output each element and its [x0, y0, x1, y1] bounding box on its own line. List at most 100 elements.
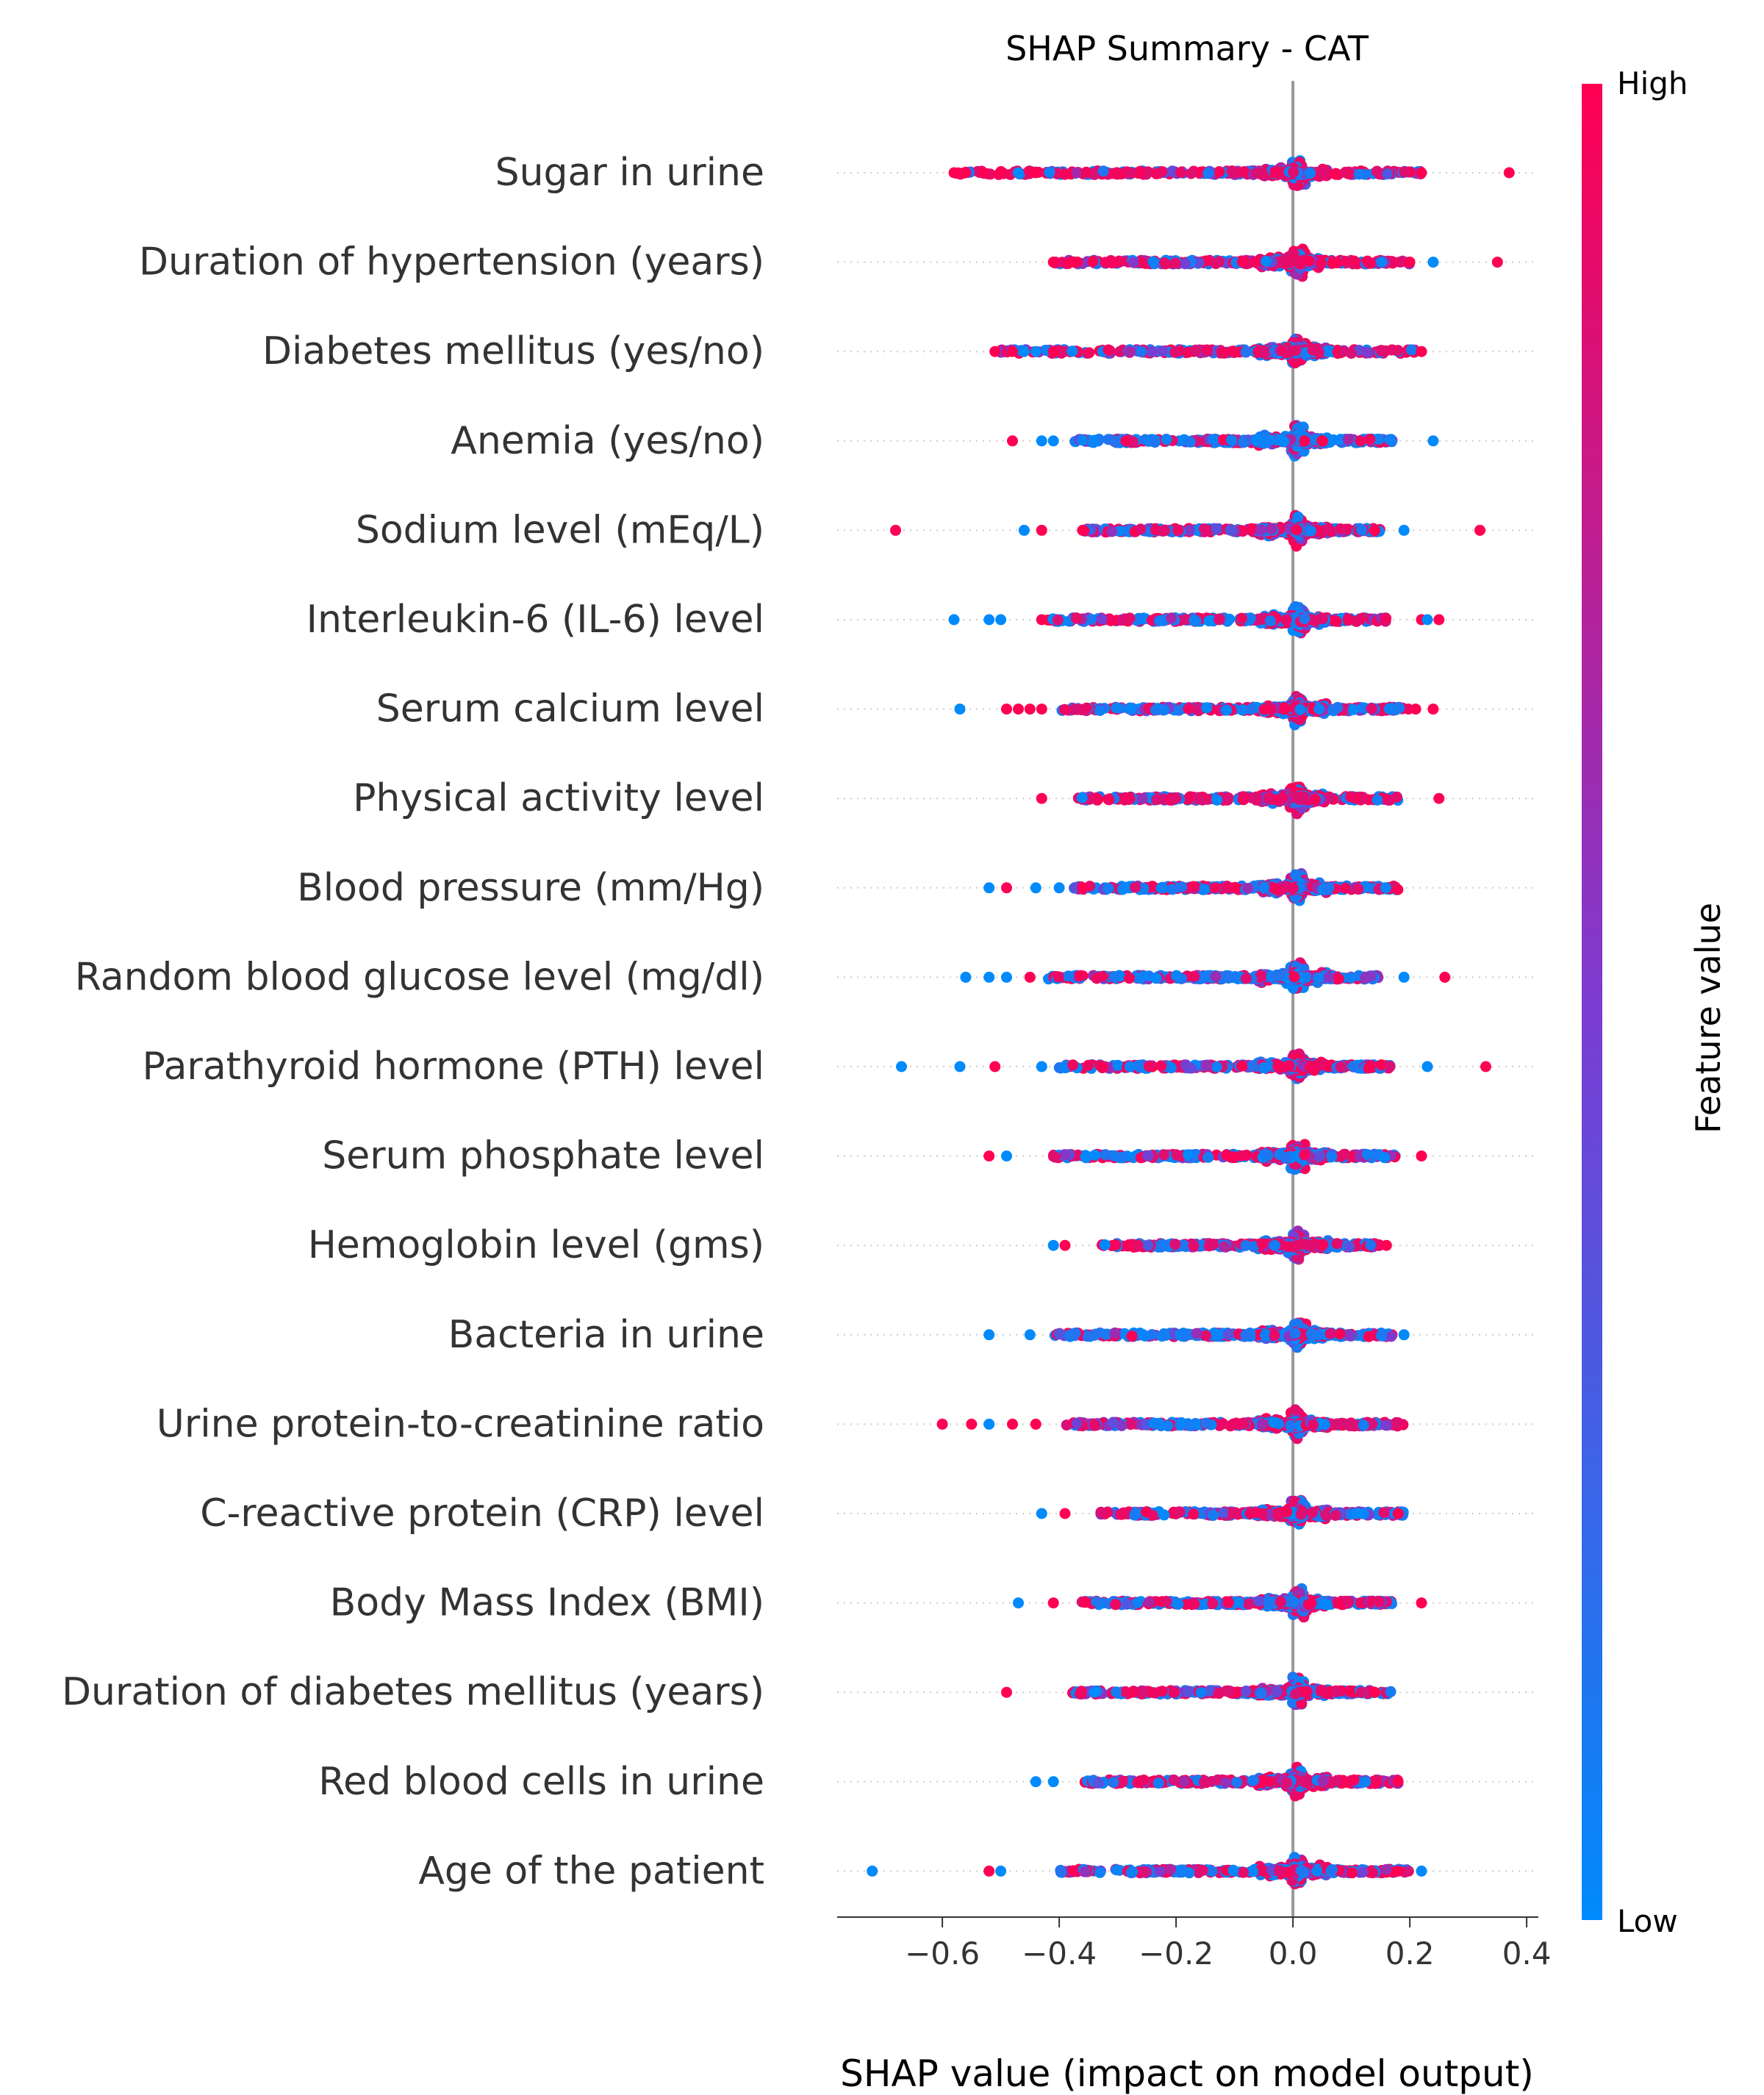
shap-point: [1150, 704, 1161, 716]
shap-point: [960, 167, 972, 179]
shap-point: [1345, 791, 1356, 803]
shap-point: [1416, 345, 1427, 357]
shap-point: [1030, 167, 1041, 179]
shap-point: [1213, 613, 1225, 625]
shap-point: [1013, 167, 1024, 179]
shap-point: [1264, 615, 1276, 627]
shap-point: [1230, 881, 1241, 893]
shap-point: [1096, 613, 1108, 625]
shap-point: [1172, 525, 1184, 537]
shap-point: [1238, 437, 1250, 448]
shap-point: [1147, 256, 1159, 268]
shap-point: [1201, 344, 1213, 356]
shap-point: [1213, 166, 1225, 177]
shap-point: [1258, 346, 1269, 358]
shap-point: [1111, 702, 1122, 714]
shap-point: [1406, 344, 1417, 356]
shap-point: [1077, 882, 1089, 894]
shap-point: [1304, 168, 1316, 179]
shap-point: [1285, 256, 1297, 268]
shap-point: [1246, 523, 1258, 534]
shap-point: [1391, 791, 1402, 803]
shap-point: [1156, 881, 1168, 893]
shap-point: [1211, 794, 1223, 806]
shap-point: [1287, 883, 1299, 895]
shap-point: [948, 167, 960, 179]
shap-point: [1276, 792, 1288, 803]
shap-point: [1161, 434, 1172, 445]
shap-point: [1123, 792, 1135, 803]
shap-points: [867, 155, 1515, 1890]
shap-point: [1221, 704, 1233, 716]
shap-point: [1353, 168, 1365, 180]
shap-point: [1250, 434, 1262, 445]
shap-point: [1399, 166, 1410, 178]
shap-point: [989, 345, 1001, 357]
shap-point: [1392, 345, 1404, 357]
shap-point: [1059, 703, 1070, 715]
shap-point: [1097, 165, 1109, 177]
shap-point: [1348, 255, 1360, 267]
shap-point: [1166, 884, 1178, 895]
shap-point: [1250, 168, 1262, 179]
shap-point: [1082, 348, 1094, 359]
shap-point: [1136, 793, 1148, 805]
shap-point: [1266, 523, 1277, 534]
shap-point: [1327, 257, 1338, 269]
feature-guide-lines: [837, 172, 1538, 1872]
shap-point: [1380, 612, 1392, 624]
shap-point: [1288, 166, 1299, 178]
shap-point: [890, 524, 901, 536]
shap-point: [1258, 703, 1270, 715]
shap-point: [1007, 435, 1018, 447]
shap-point: [983, 882, 995, 894]
shap-point: [1410, 703, 1421, 715]
shap-point: [1120, 435, 1132, 447]
shap-point: [1290, 345, 1302, 357]
shap-point: [1127, 257, 1139, 268]
shap-point: [1364, 257, 1376, 269]
shap-point: [1194, 793, 1205, 805]
shap-point: [1382, 168, 1394, 179]
shap-point: [1299, 613, 1311, 625]
shap-point: [1380, 882, 1391, 894]
shap-point: [1362, 347, 1374, 359]
shap-point: [1059, 168, 1071, 180]
shap-point: [1305, 525, 1316, 537]
shap-point: [1355, 435, 1366, 447]
shap-point: [1080, 166, 1092, 178]
shap-point: [1416, 167, 1427, 179]
shap-point: [978, 167, 989, 179]
shap-point: [1427, 703, 1439, 715]
shap-point: [1176, 881, 1188, 893]
shap-point: [1317, 613, 1329, 625]
shap-point: [1404, 257, 1416, 268]
shap-point: [1222, 794, 1234, 806]
shap-point: [1376, 257, 1388, 268]
shap-point: [1030, 345, 1041, 357]
shap-point: [1175, 167, 1186, 179]
shap-point: [1169, 346, 1181, 358]
shap-point: [1183, 524, 1195, 536]
shap-point: [1124, 612, 1136, 624]
shap-point: [1421, 614, 1433, 626]
shap-point: [1317, 166, 1329, 178]
shap-point: [1135, 523, 1147, 535]
shap-point: [1332, 701, 1344, 713]
shap-point: [1347, 703, 1359, 715]
shap-point: [1270, 167, 1281, 179]
shap-point: [1280, 614, 1292, 626]
shap-point: [1184, 436, 1196, 448]
shap-point: [1503, 167, 1515, 179]
shap-point: [1151, 794, 1163, 806]
shap-point: [1187, 881, 1199, 892]
shap-point: [1047, 257, 1059, 268]
shap-point: [1356, 524, 1368, 536]
shap-point: [1433, 614, 1445, 626]
shap-point: [1225, 524, 1236, 536]
shap-point: [1066, 345, 1078, 357]
shap-point: [1307, 344, 1319, 356]
shap-point: [1261, 255, 1272, 267]
shap-point: [1088, 437, 1100, 448]
